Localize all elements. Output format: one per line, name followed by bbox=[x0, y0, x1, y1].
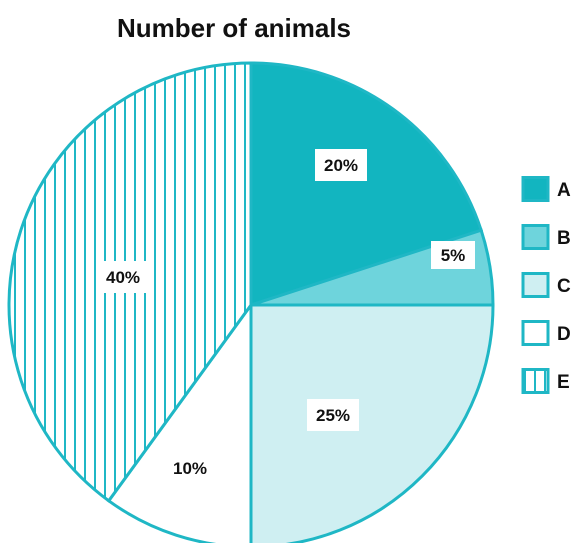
data-label-d: 10% bbox=[164, 452, 216, 484]
pie-slice-c bbox=[249, 303, 495, 548]
legend-swatch-e bbox=[521, 368, 550, 394]
data-label-e: 40% bbox=[97, 261, 149, 293]
data-label-text-a: 20% bbox=[324, 156, 358, 175]
legend-label-e: E bbox=[557, 372, 570, 393]
legend-item-e: E bbox=[521, 368, 570, 394]
data-label-c: 25% bbox=[307, 399, 359, 431]
data-label-text-c: 25% bbox=[316, 406, 350, 425]
pie-slices bbox=[7, 61, 495, 548]
legend-label-d: D bbox=[557, 324, 571, 345]
data-label-box-c bbox=[307, 399, 359, 431]
pie-slice-a bbox=[249, 61, 484, 308]
data-label-box-b bbox=[431, 241, 475, 269]
legend-label-a: A bbox=[557, 180, 571, 201]
legend-label-c: C bbox=[557, 276, 571, 297]
data-label-text-d: 10% bbox=[173, 459, 207, 478]
legend-swatch-a bbox=[521, 176, 550, 202]
data-label-box-a bbox=[315, 149, 367, 181]
legend: A B C D E bbox=[521, 176, 571, 394]
legend-item-a: A bbox=[521, 176, 571, 202]
legend-item-d: D bbox=[521, 320, 571, 346]
data-label-b: 5% bbox=[431, 241, 475, 269]
legend-swatch-b bbox=[521, 224, 550, 250]
legend-swatch-c bbox=[521, 272, 550, 298]
data-label-text-e: 40% bbox=[106, 268, 140, 287]
legend-swatch-d bbox=[521, 320, 550, 346]
chart-title: Number of animals bbox=[117, 13, 351, 43]
data-labels: 20% 5% 25% 10% 40% bbox=[97, 149, 475, 484]
data-label-box-d bbox=[164, 452, 216, 484]
data-label-text-b: 5% bbox=[441, 246, 466, 265]
legend-item-c: C bbox=[521, 272, 571, 298]
data-label-a: 20% bbox=[315, 149, 367, 181]
legend-item-b: B bbox=[521, 224, 571, 250]
data-label-box-e bbox=[97, 261, 149, 293]
legend-label-b: B bbox=[557, 228, 571, 249]
